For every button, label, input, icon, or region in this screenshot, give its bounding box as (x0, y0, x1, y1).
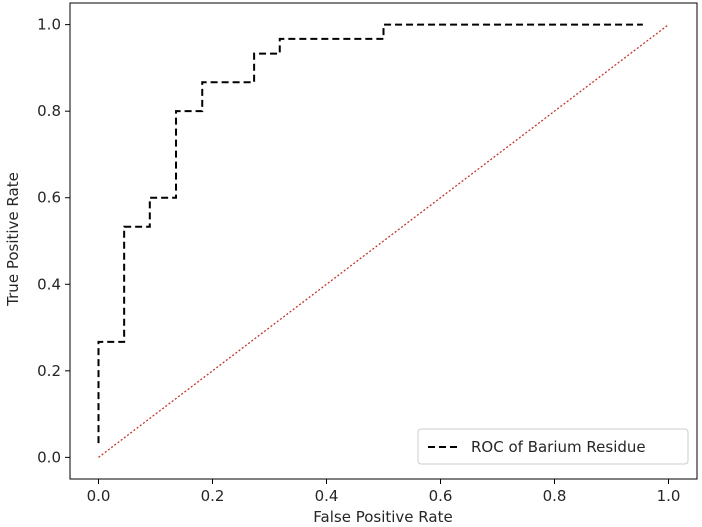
y-tick-label: 0.2 (37, 362, 61, 380)
chance-diagonal-line (98, 24, 669, 458)
roc-curve-line (97, 23, 643, 444)
legend: ROC of Barium Residue (417, 428, 689, 465)
y-axis-label: True Positive Rate (4, 172, 22, 307)
y-tick-label: 0.4 (37, 275, 61, 293)
x-tick-label: 0.6 (429, 487, 453, 505)
legend-label: ROC of Barium Residue (471, 438, 646, 456)
x-tick-label: 0.2 (201, 487, 225, 505)
legend-box (417, 428, 689, 465)
x-tick-label: 0.0 (87, 487, 111, 505)
plot-area (69, 2, 698, 480)
y-axis-ticks: 0.0 0.2 0.4 0.6 0.8 1.0 (37, 16, 70, 466)
x-tick-label: 0.4 (315, 487, 339, 505)
y-tick-label: 0.6 (37, 189, 61, 207)
y-tick-label: 0.0 (37, 448, 61, 466)
x-axis-label: False Positive Rate (313, 508, 452, 526)
plot-frame (69, 2, 698, 480)
x-tick-label: 0.8 (543, 487, 567, 505)
y-tick-label: 0.8 (37, 102, 61, 120)
x-axis-ticks: 0.0 0.2 0.4 0.6 0.8 1.0 (87, 479, 681, 505)
x-tick-label: 1.0 (657, 487, 681, 505)
y-tick-label: 1.0 (37, 16, 61, 34)
